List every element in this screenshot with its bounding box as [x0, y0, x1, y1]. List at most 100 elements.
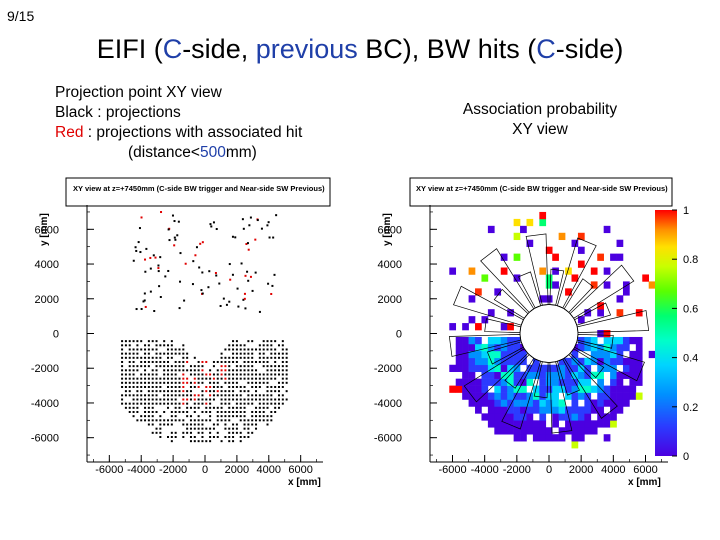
scatter-point [174, 431, 177, 434]
heatmap-cell [513, 357, 521, 366]
heatmap-cell [577, 336, 585, 345]
y-tick-label: -6000 [374, 433, 402, 445]
scatter-point [228, 398, 231, 401]
scatter-point [159, 423, 162, 426]
scatter-point [247, 373, 250, 376]
scatter-point [182, 360, 185, 363]
heatmap-cell [468, 364, 476, 373]
scatter-point [240, 262, 243, 265]
detector-sector [533, 361, 549, 399]
scatter-point [170, 423, 173, 426]
scatter-point [189, 423, 192, 426]
heatmap-cell [475, 323, 482, 331]
heatmap-cell [610, 350, 617, 359]
scatter-point [151, 348, 154, 351]
scatter-point [189, 406, 192, 409]
heatmap-cell [481, 343, 489, 352]
heatmap-cell [526, 420, 534, 428]
scatter-point [176, 234, 179, 237]
scatter-point [157, 264, 160, 267]
heatmap-cell [475, 357, 482, 366]
heatmap-cell [487, 413, 495, 421]
scatter-point [232, 373, 235, 376]
heatmap-cell [481, 392, 489, 400]
scatter-point [154, 256, 157, 259]
scatter-point [266, 344, 269, 347]
scatter-point [212, 365, 215, 368]
scatter-point [225, 303, 228, 306]
scatter-point [232, 344, 235, 347]
scatter-point [255, 398, 258, 401]
scatter-point [170, 415, 173, 418]
heatmap-cell [481, 316, 489, 324]
heatmap-cell [545, 281, 553, 289]
scatter-point [216, 385, 219, 388]
scatter-point [205, 410, 208, 413]
scatter-point [132, 398, 135, 401]
scatter-point [128, 373, 131, 376]
heatmap-cell [597, 330, 604, 338]
scatter-point [174, 377, 177, 380]
scatter-point [128, 365, 131, 368]
scatter-point [140, 381, 143, 384]
scatter-point [270, 365, 273, 368]
scatter-point [255, 385, 258, 388]
heatmap-cell [603, 350, 611, 359]
heatmap-cell [571, 239, 579, 247]
scatter-point [174, 365, 177, 368]
heatmap-cell [590, 385, 598, 393]
scatter-point [224, 419, 227, 422]
scatter-point [281, 385, 284, 388]
scatter-point [267, 221, 270, 224]
scatter-point [232, 398, 235, 401]
scatter-point [270, 344, 273, 347]
scatter-point [174, 348, 177, 351]
scatter-point [232, 394, 235, 397]
heatmap-cell [487, 371, 495, 379]
scatter-point [140, 394, 143, 397]
heatmap-cell [584, 371, 592, 379]
heatmap-cell [603, 392, 611, 400]
scatter-point [193, 410, 196, 413]
scatter-point [235, 377, 238, 380]
scatter-point [174, 390, 177, 393]
scatter-point [182, 348, 185, 351]
heatmap-cell [500, 267, 508, 275]
heatmap-cell [571, 413, 579, 421]
heatmap-cell [475, 406, 482, 414]
heatmap-cell [532, 420, 540, 428]
scatter-point [224, 398, 227, 401]
scatter-point [247, 398, 250, 401]
heatmap-cell [462, 378, 469, 386]
heatmap-cell [629, 371, 637, 379]
scatter-point [222, 297, 225, 300]
scatter-point [285, 398, 288, 401]
scatter-point [189, 431, 192, 434]
scatter-point [243, 377, 246, 380]
heatmap-cell [584, 406, 592, 414]
heatmap-cell [468, 357, 476, 366]
scatter-point [209, 410, 212, 413]
scatter-point [239, 369, 242, 372]
scatter-point [155, 390, 158, 393]
scatter-point [197, 369, 200, 372]
heatmap-cell [584, 336, 592, 345]
scatter-point [167, 435, 170, 438]
scatter-point [174, 369, 177, 372]
scatter-point [201, 423, 204, 426]
scatter-point [144, 398, 147, 401]
scatter-point [251, 385, 254, 388]
scatter-point [232, 352, 235, 355]
scatter-point [255, 394, 258, 397]
heatmap-cell [565, 371, 572, 379]
scatter-point [232, 385, 235, 388]
scatter-point [168, 239, 171, 242]
heatmap-cell [635, 357, 643, 366]
scatter-point [151, 406, 154, 409]
heatmap-cell [545, 406, 553, 414]
heatmap-cell [468, 385, 476, 393]
scatter-point [224, 402, 227, 405]
scatter-point [212, 394, 215, 397]
scatter-point [274, 398, 277, 401]
left-desc-line4-val: 500 [199, 144, 226, 161]
